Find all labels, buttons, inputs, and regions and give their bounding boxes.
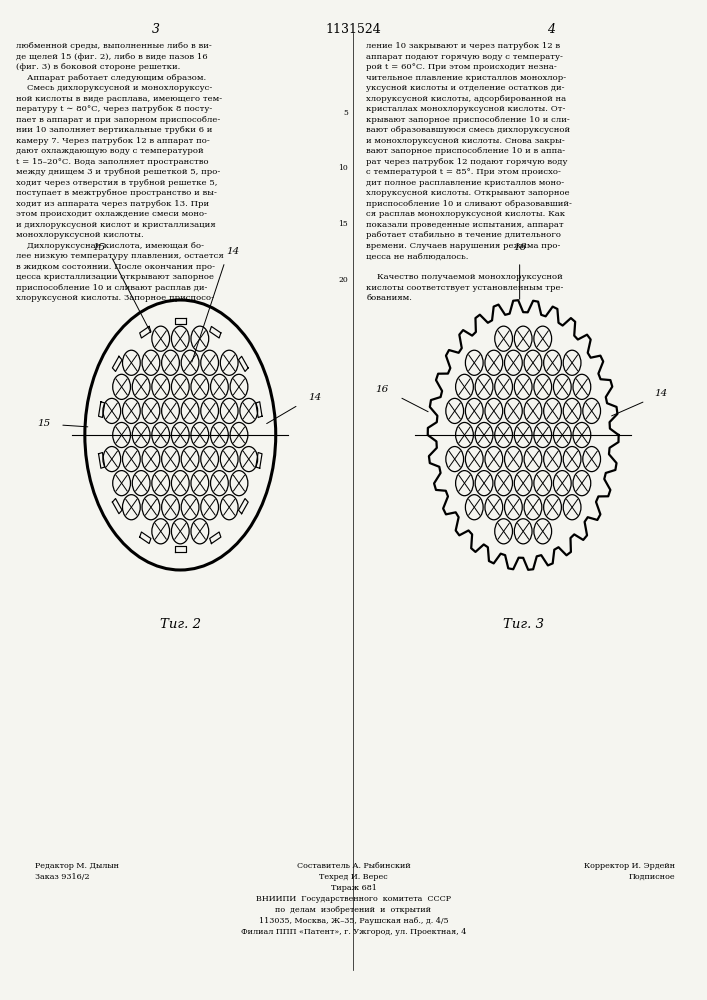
Text: Τиг. 3: Τиг. 3 bbox=[503, 618, 544, 631]
Text: 10: 10 bbox=[338, 164, 348, 172]
Text: 1131524: 1131524 bbox=[326, 23, 381, 36]
Text: любменной среды, выполненные либо в ви-
де щелей 15 (фиг. 2), либо в виде пазов : любменной среды, выполненные либо в ви- … bbox=[16, 42, 223, 302]
Text: Τиг. 2: Τиг. 2 bbox=[160, 618, 201, 631]
Text: 15: 15 bbox=[37, 418, 50, 428]
Text: 14: 14 bbox=[227, 247, 240, 256]
Text: 14: 14 bbox=[308, 392, 321, 401]
Text: Корректор И. Эрдейн
Подписное: Корректор И. Эрдейн Подписное bbox=[584, 862, 675, 881]
Text: 16: 16 bbox=[375, 385, 388, 394]
Text: ление 10 закрывают и через патрубок 12 в
аппарат подают горячую воду с температу: ление 10 закрывают и через патрубок 12 в… bbox=[366, 42, 572, 302]
Text: 3: 3 bbox=[151, 23, 160, 36]
Text: 5: 5 bbox=[343, 109, 348, 117]
Text: 15: 15 bbox=[93, 243, 105, 252]
Text: 16: 16 bbox=[513, 243, 526, 252]
Text: 15: 15 bbox=[338, 220, 348, 228]
Text: Составитель А. Рыбинский
Техред И. Верес
Тираж 681
ВНИИПИ  Государственного  ком: Составитель А. Рыбинский Техред И. Верес… bbox=[241, 862, 466, 936]
Text: 4: 4 bbox=[547, 23, 556, 36]
Text: 14: 14 bbox=[655, 388, 667, 397]
Text: 20: 20 bbox=[338, 276, 348, 284]
Text: Редактор М. Дылын
Заказ 9316/2: Редактор М. Дылын Заказ 9316/2 bbox=[35, 862, 119, 881]
